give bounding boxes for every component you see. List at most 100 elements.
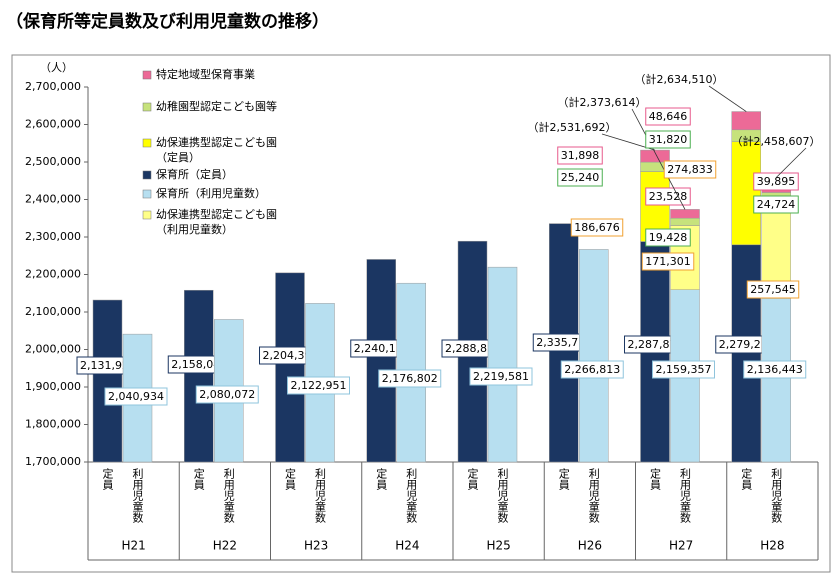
value-label: 25,240 bbox=[561, 171, 600, 184]
y-tick-label: 2,200,000 bbox=[25, 268, 81, 281]
value-label-box bbox=[560, 360, 624, 379]
y-tick-label: 1,800,000 bbox=[25, 418, 81, 431]
bar-segment bbox=[670, 217, 700, 226]
bar-label: 利用児童数 bbox=[222, 468, 235, 524]
bar-segment bbox=[184, 289, 214, 463]
value-label-box bbox=[746, 280, 800, 299]
legend-swatch bbox=[142, 102, 152, 112]
legend-swatch bbox=[142, 70, 152, 80]
value-label: 24,724 bbox=[757, 198, 796, 211]
value-label-box bbox=[645, 130, 691, 149]
total-label: （計2,373,614） bbox=[558, 95, 647, 109]
bar-label: 利用児童数 bbox=[314, 468, 327, 524]
total-label: （計2,531,692） bbox=[528, 120, 617, 134]
leader-line bbox=[775, 147, 807, 178]
bar-segment bbox=[731, 141, 761, 246]
bar-segment bbox=[366, 259, 396, 463]
value-label-box bbox=[641, 252, 695, 271]
legend-label: 幼保連携型認定こども園（定員） bbox=[156, 136, 277, 164]
value-label: 2,176,802 bbox=[382, 372, 438, 385]
bar-label: 利用児童数 bbox=[131, 468, 144, 524]
value-label-box bbox=[753, 172, 799, 191]
y-tick-label: 2,000,000 bbox=[25, 343, 81, 356]
legend-swatch bbox=[142, 210, 152, 220]
value-label-box bbox=[645, 228, 691, 247]
value-label-box bbox=[557, 168, 603, 187]
bar-segment bbox=[92, 299, 123, 463]
bar-label: 利用児童数 bbox=[496, 468, 509, 524]
leader-line bbox=[631, 108, 686, 210]
value-label: 2,204,393 bbox=[263, 349, 319, 362]
value-label: 274,833 bbox=[667, 163, 713, 176]
total-label: （計2,458,607） bbox=[732, 134, 821, 148]
value-label: 2,158,045 bbox=[171, 358, 227, 371]
value-label-box bbox=[195, 385, 259, 404]
value-label: 2,335,724 bbox=[536, 336, 592, 349]
value-label: 257,545 bbox=[750, 283, 796, 296]
value-label-box bbox=[753, 195, 799, 214]
x-tick-label: H26 bbox=[578, 539, 602, 553]
bar-segment bbox=[275, 272, 305, 463]
y-tick-label: 2,300,000 bbox=[25, 230, 81, 243]
bar-label: 利用児童数 bbox=[405, 468, 418, 524]
value-label-box bbox=[570, 218, 624, 237]
bar-label: 定員 bbox=[284, 467, 297, 491]
legend-label: 幼稚園型認定こども園等 bbox=[156, 100, 277, 113]
bar-label: 定員 bbox=[466, 467, 479, 491]
bar-segment bbox=[579, 249, 609, 463]
y-tick-label: 2,600,000 bbox=[25, 118, 81, 131]
value-label: 2,080,072 bbox=[199, 388, 255, 401]
x-tick-label: H21 bbox=[121, 539, 145, 553]
bar-label: 定員 bbox=[740, 467, 753, 491]
value-label: 2,122,951 bbox=[291, 379, 347, 392]
value-label: 2,279,211 bbox=[719, 338, 775, 351]
x-tick-label: H28 bbox=[760, 539, 784, 553]
x-tick-label: H24 bbox=[395, 539, 419, 553]
x-tick-label: H23 bbox=[304, 539, 328, 553]
value-label: 2,240,178 bbox=[354, 342, 410, 355]
y-tick-label: 2,700,000 bbox=[25, 80, 81, 93]
value-label: 31,898 bbox=[561, 149, 600, 162]
y-tick-label: 2,500,000 bbox=[25, 155, 81, 168]
value-label: 2,266,813 bbox=[564, 363, 620, 376]
bar-segment bbox=[731, 111, 761, 131]
value-label: 23,528 bbox=[649, 190, 688, 203]
chart-title: （保育所等定員数及び利用児童数の推移） bbox=[6, 11, 329, 32]
bar-segment bbox=[487, 266, 518, 463]
value-label: 2,219,581 bbox=[473, 370, 529, 383]
value-label: 39,895 bbox=[757, 175, 796, 188]
bar-label: 利用児童数 bbox=[679, 468, 692, 524]
value-label-box bbox=[743, 360, 807, 379]
y-unit: （人） bbox=[40, 61, 73, 74]
value-label-box bbox=[663, 160, 717, 179]
value-label: 2,287,878 bbox=[628, 338, 684, 351]
bar-segment bbox=[761, 298, 791, 463]
legend-swatch bbox=[142, 170, 152, 180]
legend-label: 保育所（定員） bbox=[156, 168, 233, 181]
value-label: 19,428 bbox=[649, 231, 688, 244]
value-label-box bbox=[104, 387, 168, 406]
x-tick-label: H27 bbox=[669, 539, 693, 553]
value-label: 31,820 bbox=[649, 133, 688, 146]
legend-label: 幼保連携型認定こども園（利用児童数） bbox=[156, 208, 277, 236]
legend-label: 特定地域型保育事業 bbox=[156, 68, 255, 81]
y-tick-label: 2,100,000 bbox=[25, 305, 81, 318]
bar-label: 定員 bbox=[192, 467, 205, 491]
legend-swatch bbox=[142, 138, 152, 148]
value-label: 2,131,929 bbox=[80, 359, 136, 372]
bar-label: 定員 bbox=[101, 467, 114, 491]
y-tick-label: 1,700,000 bbox=[25, 455, 81, 468]
value-label-box bbox=[378, 369, 442, 388]
value-label-box bbox=[652, 360, 715, 379]
value-label-box bbox=[287, 376, 350, 395]
value-label: 2,288,819 bbox=[445, 342, 501, 355]
value-label-box bbox=[645, 187, 691, 206]
value-label-box bbox=[645, 107, 691, 126]
value-label: 2,159,357 bbox=[656, 363, 712, 376]
legend-swatch bbox=[142, 189, 152, 199]
leader-line bbox=[708, 85, 747, 112]
value-label: 186,676 bbox=[574, 221, 620, 234]
value-label-box bbox=[557, 146, 603, 165]
